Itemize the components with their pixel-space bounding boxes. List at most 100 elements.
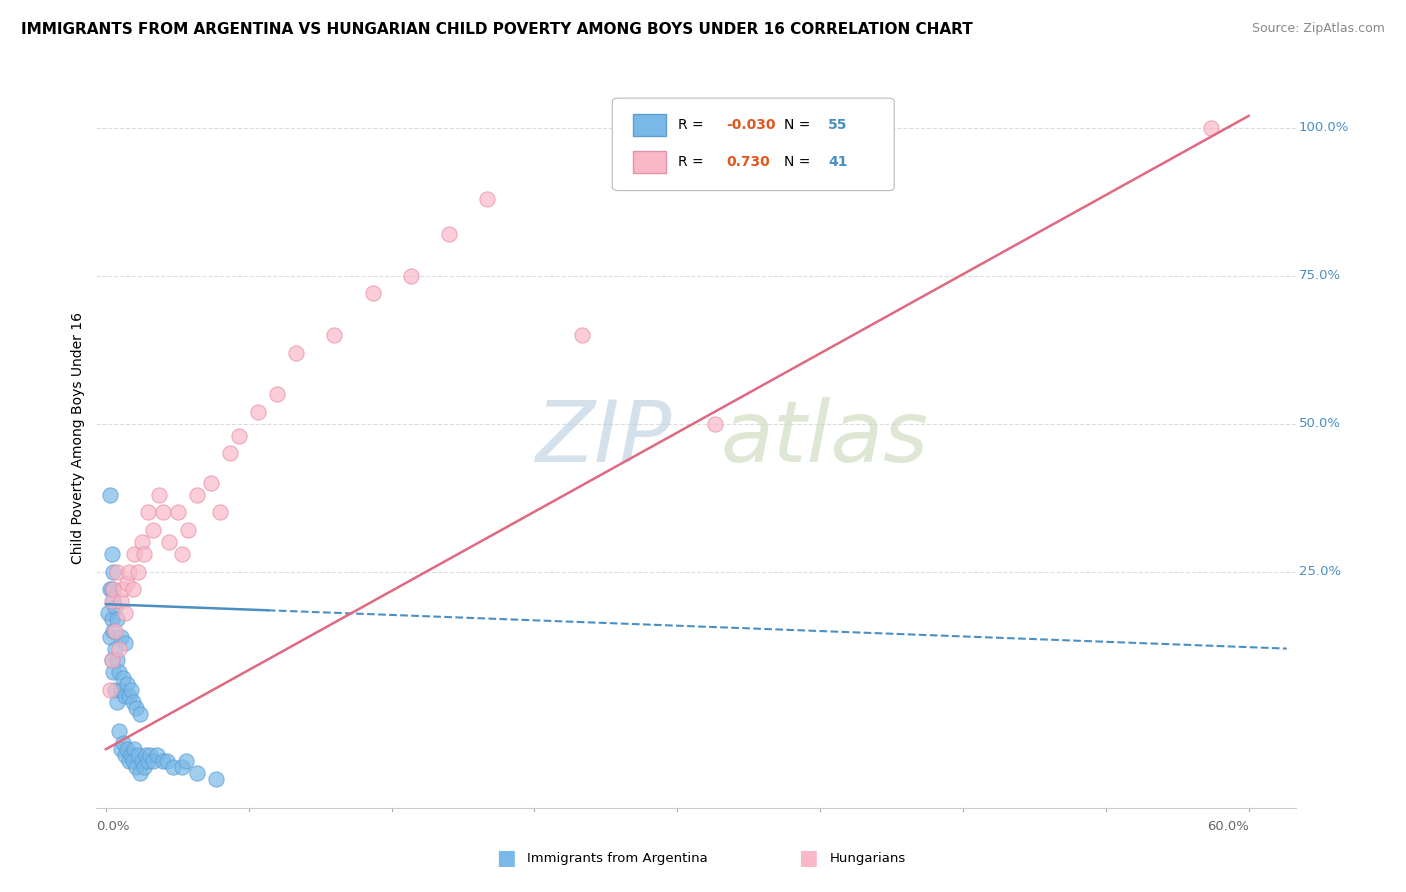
Point [131, 535, 153, 549]
Text: R =: R = [678, 119, 709, 133]
Point [142, 754, 165, 768]
Point [152, 506, 174, 520]
Point [131, 754, 153, 768]
Point [108, 665, 131, 680]
Point [105, 565, 128, 579]
Text: R =: R = [678, 155, 709, 169]
Point [120, 748, 142, 763]
Point [266, 387, 288, 401]
Point [118, 754, 141, 768]
Point [103, 594, 125, 608]
Point [124, 547, 146, 561]
Point [103, 582, 125, 597]
Point [110, 630, 132, 644]
Point [399, 268, 422, 283]
FancyBboxPatch shape [613, 98, 894, 191]
Point [104, 600, 127, 615]
Text: Immigrants from Argentina: Immigrants from Argentina [527, 852, 709, 864]
Point [98, 683, 121, 698]
Point [121, 695, 143, 709]
Text: ■: ■ [799, 848, 818, 868]
Point [129, 706, 152, 721]
Point [437, 227, 460, 242]
Point [103, 665, 125, 680]
Point [114, 689, 136, 703]
Point [100, 653, 122, 667]
Point [125, 700, 148, 714]
Point [110, 594, 132, 608]
Point [475, 192, 498, 206]
Text: ■: ■ [496, 848, 516, 868]
Point [103, 624, 125, 638]
Point [148, 488, 170, 502]
Point [205, 772, 228, 786]
Point [200, 475, 222, 490]
Point [114, 748, 136, 763]
Point [218, 446, 240, 460]
Bar [633, 113, 666, 136]
Text: N =: N = [785, 119, 814, 133]
Text: ZIP: ZIP [536, 397, 672, 480]
Point [142, 523, 165, 537]
Point [157, 535, 180, 549]
Point [136, 754, 159, 768]
Point [114, 606, 136, 620]
Point [228, 428, 250, 442]
Point [152, 754, 174, 768]
Point [177, 523, 200, 537]
Text: N =: N = [785, 155, 814, 169]
Text: 50.0%: 50.0% [1299, 417, 1341, 430]
Point [100, 594, 122, 608]
Point [118, 689, 141, 703]
Point [186, 765, 208, 780]
Point [103, 565, 125, 579]
Point [110, 742, 132, 756]
Point [100, 612, 122, 626]
Point [132, 547, 155, 561]
Point [156, 754, 179, 768]
Point [121, 754, 143, 768]
Point [135, 748, 157, 763]
Point [104, 641, 127, 656]
Point [115, 677, 138, 691]
Point [115, 742, 138, 756]
Text: -0.030: -0.030 [727, 119, 776, 133]
Point [98, 488, 121, 502]
Point [136, 506, 159, 520]
Point [120, 683, 142, 698]
Text: 100.0%: 100.0% [1299, 121, 1348, 134]
Point [111, 582, 134, 597]
Text: 0.730: 0.730 [727, 155, 770, 169]
Point [105, 612, 128, 626]
Point [98, 582, 121, 597]
Point [127, 565, 149, 579]
Point [100, 582, 122, 597]
Point [115, 576, 138, 591]
Text: 55: 55 [828, 119, 848, 133]
Text: atlas: atlas [720, 397, 928, 480]
Point [571, 327, 593, 342]
Point [104, 683, 127, 698]
Point [247, 405, 270, 419]
Point [98, 630, 121, 644]
Text: 41: 41 [828, 155, 848, 169]
Point [162, 760, 184, 774]
Point [97, 606, 120, 620]
Point [170, 760, 193, 774]
Point [104, 624, 127, 638]
Point [124, 742, 146, 756]
Point [125, 760, 148, 774]
Bar [633, 151, 666, 173]
Point [209, 506, 232, 520]
Text: 0.0%: 0.0% [97, 821, 129, 833]
Text: 60.0%: 60.0% [1206, 821, 1249, 833]
Point [121, 582, 143, 597]
Point [167, 506, 190, 520]
Y-axis label: Child Poverty Among Boys Under 16: Child Poverty Among Boys Under 16 [72, 312, 86, 565]
Point [285, 345, 308, 359]
Text: IMMIGRANTS FROM ARGENTINA VS HUNGARIAN CHILD POVERTY AMONG BOYS UNDER 16 CORRELA: IMMIGRANTS FROM ARGENTINA VS HUNGARIAN C… [21, 22, 973, 37]
Point [108, 724, 131, 739]
Point [704, 417, 727, 431]
Point [114, 635, 136, 649]
Point [111, 671, 134, 685]
